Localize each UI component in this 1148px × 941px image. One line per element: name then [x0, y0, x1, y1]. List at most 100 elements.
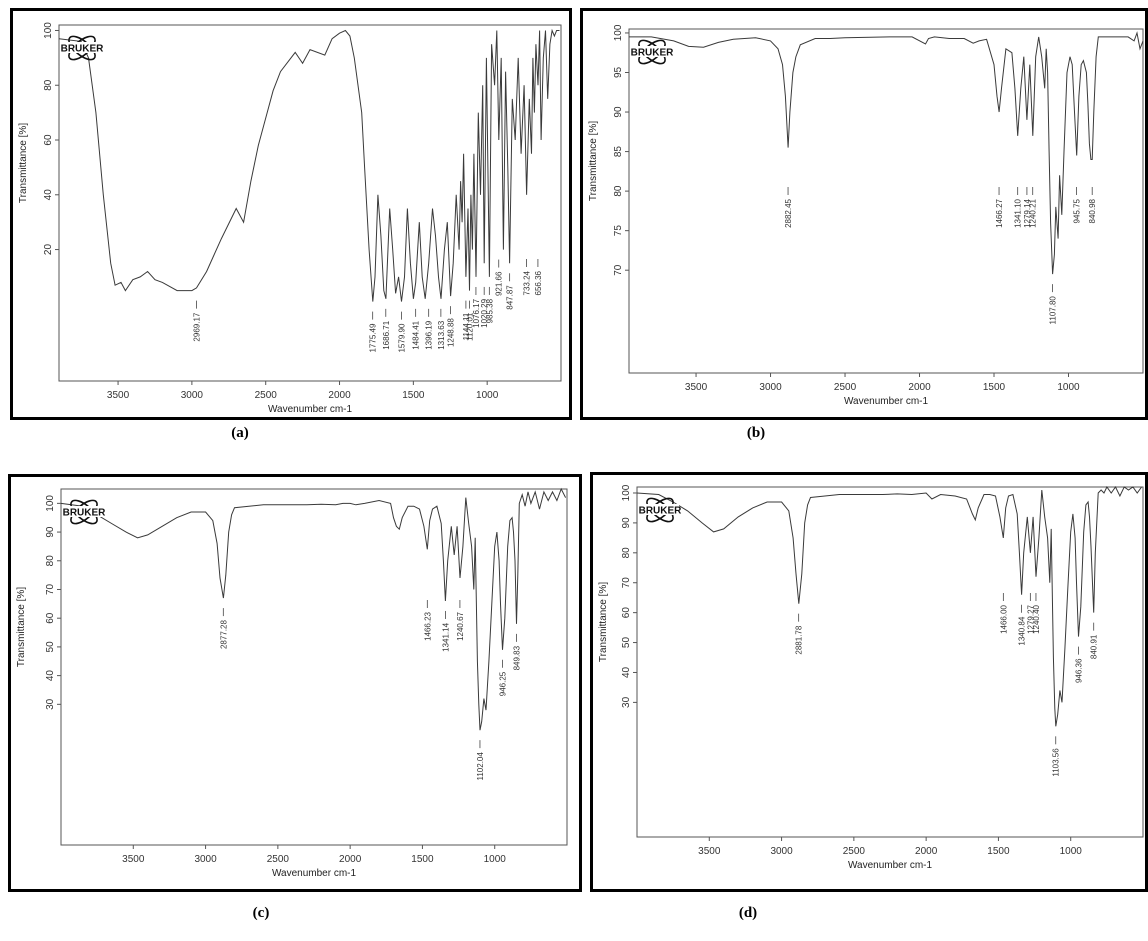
y-axis-label: Transmittance [%]: [18, 123, 29, 203]
peak-label: 946.36: [1074, 658, 1083, 683]
peak-label: 1775.49: [369, 323, 378, 352]
peak-label: 2969.17: [192, 312, 201, 341]
y-tick-label: 70: [613, 264, 624, 276]
peak-label: 1102.04: [476, 752, 485, 781]
y-tick-label: 90: [613, 106, 624, 118]
peak-label: 1341.14: [441, 622, 450, 651]
spectrum-chart-a: 3500 3000 2500 2000 1500 1000 20 40 60 80 100 Waven…: [18, 22, 562, 415]
peak-label: 733.24: [523, 270, 532, 295]
x-tick-label: 2000: [915, 846, 938, 857]
y-axis-label: Transmittance [%]: [598, 582, 609, 662]
y-tick-label: 60: [45, 612, 56, 624]
x-axis-label: Wavenumber cm-1: [268, 404, 353, 415]
logo-band: [633, 46, 671, 57]
spectrum-panel-c: 3500 3000 2500 2000 1500 1000 30 40 50 60 70 80 90 10…: [8, 474, 582, 892]
bruker-logo: BRUKER: [639, 497, 683, 523]
logo-band: [65, 506, 103, 517]
plot-frame: [60, 488, 568, 846]
spectrum-panel-b: 3500 3000 2500 2000 1500 1000 70 75 80 85 90 95 100 W…: [580, 8, 1148, 420]
peak-label: 985.38: [485, 298, 494, 323]
bruker-logo: BRUKER: [631, 39, 675, 65]
x-tick-label: 1000: [476, 390, 499, 401]
x-tick-label: 2000: [328, 390, 351, 401]
spectrum-line: [629, 31, 1144, 275]
x-tick-label: 3000: [194, 854, 217, 865]
y-tick-label: 90: [45, 526, 56, 538]
peak-label: 847.87: [506, 285, 515, 310]
peak-label: 1340.84: [1017, 616, 1026, 645]
peak-label: 1466.00: [999, 604, 1008, 633]
y-tick-label: 100: [621, 484, 632, 501]
y-tick-label: 40: [45, 670, 56, 682]
peak-label: 1396.19: [425, 320, 434, 349]
x-tick-label: 2500: [843, 846, 866, 857]
x-tick-label: 2500: [267, 854, 290, 865]
y-tick-label: 70: [621, 577, 632, 589]
panel-caption-d: (d): [738, 905, 758, 921]
spectrum-chart-b: 3500 3000 2500 2000 1500 1000 70 75 80 85 90 95 100 W…: [588, 24, 1144, 407]
spectrum-chart-c: 3500 3000 2500 2000 1500 1000 30 40 50 60 70 80 90 10…: [16, 487, 568, 879]
y-tick-label: 80: [613, 185, 624, 197]
peak-label: 1144.11: [462, 312, 471, 340]
peak-label: 1020.29: [480, 298, 489, 327]
y-tick-label: 95: [613, 66, 624, 78]
logo-text: BRUKER: [639, 506, 683, 517]
peak-label: 1579.90: [398, 323, 407, 352]
logo-text: BRUKER: [63, 508, 107, 519]
peak-label: 840.98: [1088, 198, 1097, 223]
x-tick-label: 3000: [759, 382, 782, 393]
x-tick-label: 2500: [834, 382, 857, 393]
peak-label: 1686.71: [382, 320, 391, 349]
spectrum-chart-d: 3500 3000 2500 2000 1500 1000 30 40 50 60 70 80 90 10…: [598, 484, 1144, 871]
x-tick-label: 2000: [339, 854, 362, 865]
x-tick-label: 3500: [107, 390, 130, 401]
y-tick-label: 100: [613, 24, 624, 41]
y-tick-label: 50: [45, 641, 56, 653]
spectrum-line: [636, 486, 1143, 727]
x-axis-label: Wavenumber cm-1: [844, 396, 929, 407]
panel-caption-a: (a): [231, 425, 249, 441]
peak-label: 1341.10: [1014, 198, 1023, 227]
y-tick-label: 40: [43, 189, 54, 201]
panel-caption-b: (b): [746, 425, 766, 441]
peak-label: 1279.14: [1023, 198, 1032, 227]
x-tick-label: 1000: [1060, 846, 1083, 857]
peak-label: 2877.28: [219, 620, 228, 649]
plot-frame: [636, 486, 1144, 838]
peak-label: 2881.78: [795, 625, 804, 654]
y-tick-label: 30: [45, 698, 56, 710]
y-tick-label: 60: [621, 607, 632, 619]
x-tick-label: 1000: [484, 854, 507, 865]
peak-label: 1240.21: [1029, 198, 1038, 227]
plot-frame: [58, 24, 562, 382]
spectrum-line: [60, 487, 567, 731]
x-tick-label: 3500: [685, 382, 708, 393]
y-tick-label: 30: [621, 696, 632, 708]
y-tick-label: 70: [45, 583, 56, 595]
spectrum-line: [58, 28, 560, 302]
x-tick-label: 1500: [983, 382, 1006, 393]
y-tick-label: 80: [621, 547, 632, 559]
x-tick-label: 2000: [908, 382, 931, 393]
bruker-logo: BRUKER: [63, 499, 107, 525]
peak-label: 840.91: [1090, 634, 1099, 659]
peak-label: 656.36: [534, 270, 543, 295]
y-tick-label: 40: [621, 666, 632, 678]
y-axis-label: Transmittance [%]: [588, 121, 599, 201]
y-tick-label: 50: [621, 637, 632, 649]
peak-label: 1484.41: [412, 320, 421, 349]
logo-text: BRUKER: [631, 48, 675, 59]
y-tick-label: 60: [43, 134, 54, 146]
y-axis-label: Transmittance [%]: [16, 587, 27, 667]
x-tick-label: 3000: [181, 390, 204, 401]
x-tick-label: 3500: [122, 854, 145, 865]
y-tick-label: 80: [45, 555, 56, 567]
x-tick-label: 1500: [411, 854, 434, 865]
x-axis-label: Wavenumber cm-1: [272, 868, 357, 879]
logo-band: [63, 42, 101, 53]
x-tick-label: 3000: [770, 846, 793, 857]
peak-label: 1107.80: [1048, 296, 1057, 325]
x-tick-label: 1500: [402, 390, 425, 401]
x-tick-label: 2500: [255, 390, 278, 401]
y-tick-label: 75: [613, 225, 624, 237]
